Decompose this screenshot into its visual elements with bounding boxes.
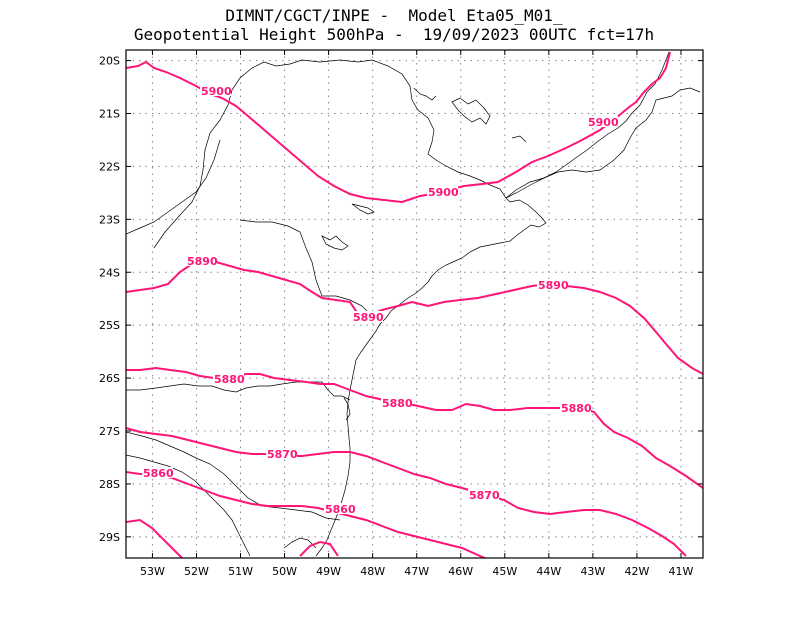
lat-label: 26S bbox=[99, 372, 120, 385]
contour-5890 bbox=[126, 261, 703, 375]
latitude-labels: 20S 21S 22S 23S 24S 25S 26S 27S 28S 29S bbox=[99, 55, 120, 544]
river-mg bbox=[413, 87, 437, 101]
contour-label: 5870 bbox=[469, 489, 500, 502]
lon-label: 45W bbox=[492, 565, 517, 578]
state-border-ms-sp bbox=[126, 139, 221, 235]
contour-label: 5900 bbox=[588, 116, 619, 129]
reservoir-mg2 bbox=[511, 135, 527, 143]
axis-ticks bbox=[126, 50, 703, 558]
lat-label: 24S bbox=[99, 266, 120, 279]
lon-label: 48W bbox=[360, 565, 385, 578]
lat-label: 23S bbox=[99, 213, 120, 226]
contour-5870 bbox=[126, 427, 687, 557]
state-border-sc-rs bbox=[126, 431, 341, 521]
lat-label: 27S bbox=[99, 425, 120, 438]
contour-label: 5890 bbox=[187, 255, 218, 268]
lon-label: 46W bbox=[448, 565, 473, 578]
lon-label: 42W bbox=[624, 565, 649, 578]
contour-5850 bbox=[126, 518, 339, 558]
lon-label: 52W bbox=[184, 565, 209, 578]
island-florianopolis bbox=[343, 397, 351, 421]
map-title-line2: Geopotential Height 500hPa - 19/09/2023 … bbox=[133, 25, 655, 44]
contour-5860 bbox=[126, 471, 488, 558]
lon-label: 51W bbox=[228, 565, 253, 578]
state-border-pr-sc bbox=[126, 381, 351, 401]
contour-label: 5900 bbox=[201, 85, 232, 98]
lat-label: 21S bbox=[99, 108, 120, 121]
map-title-line1: DIMNT/CGCT/INPE - Model Eta05_M01_ bbox=[225, 6, 563, 25]
lon-label: 50W bbox=[272, 565, 297, 578]
reservoir-sp2 bbox=[351, 203, 375, 215]
contour-label: 5880 bbox=[214, 373, 245, 386]
state-border-es bbox=[655, 87, 701, 101]
contour-label: 5880 bbox=[561, 402, 592, 415]
lat-label: 29S bbox=[99, 531, 120, 544]
reservoir-furnas bbox=[451, 97, 491, 125]
contour-label: 5860 bbox=[325, 503, 356, 516]
contour-label: 5890 bbox=[353, 311, 384, 324]
longitude-labels: 53W 52W 51W 50W 49W 48W 47W 46W 45W 44W 43W 42W 41W bbox=[140, 565, 694, 578]
lat-label: 28S bbox=[99, 478, 120, 491]
contour-label: 5860 bbox=[143, 467, 174, 480]
state-border-pr-sp bbox=[239, 219, 381, 321]
lagoon-patos bbox=[283, 537, 317, 549]
coastline-and-borders bbox=[126, 51, 701, 557]
state-border-rj-mg bbox=[505, 99, 657, 199]
lon-label: 47W bbox=[404, 565, 429, 578]
lon-label: 49W bbox=[316, 565, 341, 578]
map-frame bbox=[125, 49, 704, 559]
reservoir-tiete bbox=[321, 235, 349, 251]
lon-label: 43W bbox=[580, 565, 605, 578]
state-border-sp-mg bbox=[153, 59, 507, 249]
lon-label: 41W bbox=[669, 565, 694, 578]
lon-label: 44W bbox=[536, 565, 561, 578]
lat-label: 20S bbox=[99, 55, 120, 68]
lon-label: 53W bbox=[140, 565, 165, 578]
contour-labels: 5900 5900 5900 5890 5890 5890 5880 5880 … bbox=[142, 85, 619, 516]
contour-label: 5870 bbox=[267, 448, 298, 461]
coastline bbox=[315, 51, 670, 557]
contour-label: 5880 bbox=[382, 397, 413, 410]
lat-label: 25S bbox=[99, 319, 120, 332]
contour-label: 5890 bbox=[538, 279, 569, 292]
contour-label: 5900 bbox=[428, 186, 459, 199]
lat-label: 22S bbox=[99, 160, 120, 173]
